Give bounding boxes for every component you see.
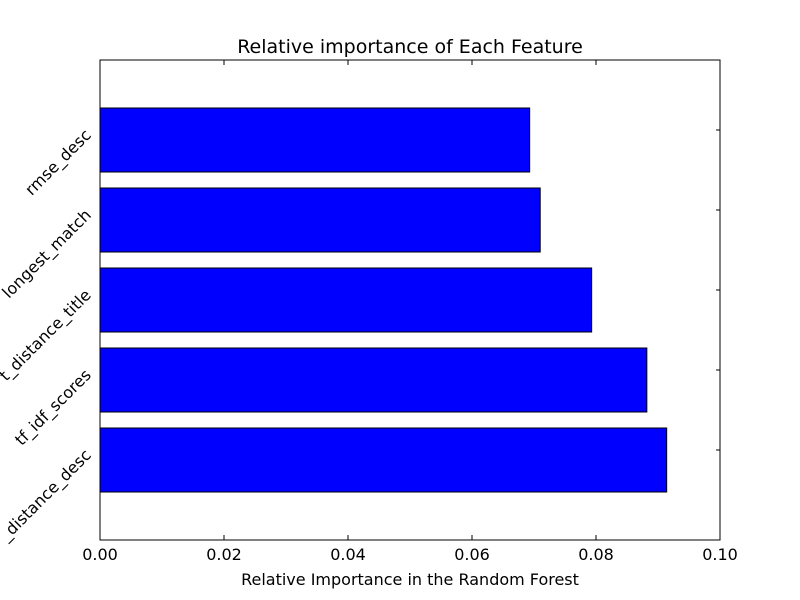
bar-tf-idf-scores — [99, 347, 648, 413]
x-tick-label: 0.04 — [330, 545, 366, 564]
x-tick-label: 0.10 — [702, 545, 738, 564]
plot-frame — [99, 59, 721, 541]
x-tick-label: 0.06 — [454, 545, 490, 564]
bar-t-distance-title — [99, 267, 593, 333]
y-tick-label: _distance_desc — [0, 445, 96, 545]
bar-rmse-desc — [99, 107, 531, 173]
x-tick-label: 0.08 — [578, 545, 614, 564]
bar-distance-desc — [99, 427, 668, 493]
x-axis-title: Relative Importance in the Random Forest — [241, 570, 579, 589]
x-tick-label: 0.02 — [206, 545, 242, 564]
bars-group — [99, 107, 668, 493]
chart-title: Relative importance of Each Feature — [237, 36, 583, 58]
bar-longest-match — [99, 187, 541, 253]
y-tick-label: tf_idf_scores — [11, 365, 95, 449]
x-axis-ticks: 0.00 0.02 0.04 0.06 0.08 0.10 — [82, 60, 738, 564]
y-tick-label: rmse_desc — [21, 125, 95, 199]
x-tick-label: 0.00 — [82, 545, 118, 564]
